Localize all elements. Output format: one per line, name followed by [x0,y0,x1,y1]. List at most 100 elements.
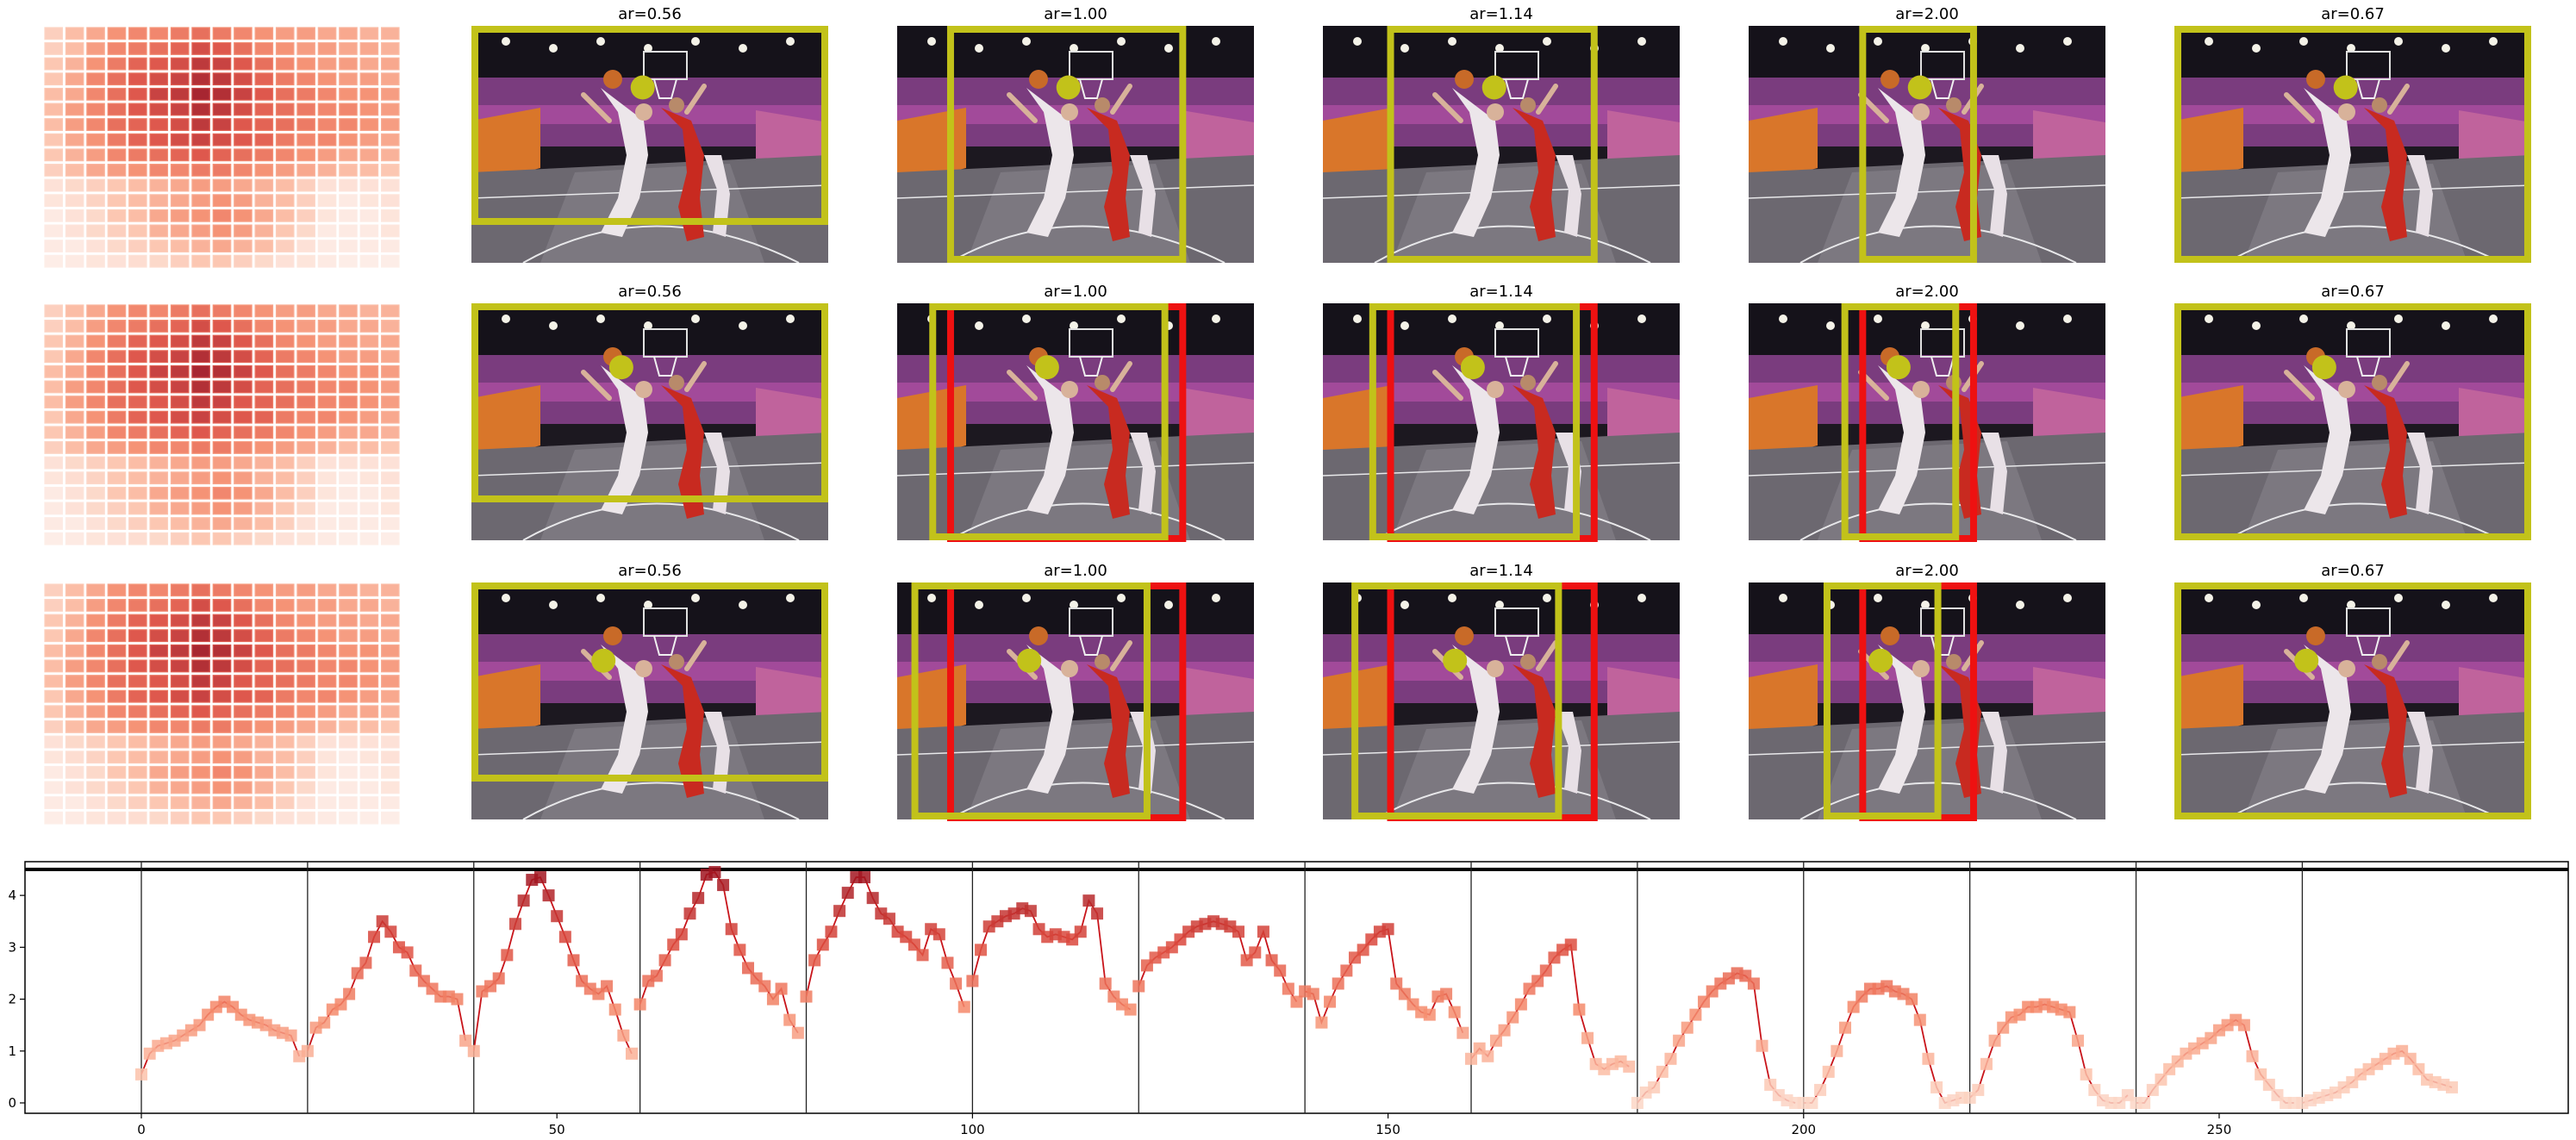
data-point [2412,1062,2425,1075]
data-point [368,931,381,944]
heat-cell [339,133,358,146]
arena-light [2394,315,2403,323]
player-red [661,108,704,241]
player-red-head [1520,654,1536,670]
data-point [567,954,580,967]
heat-cell [86,501,105,515]
heat-cell [317,42,337,55]
heat-cell [234,720,253,733]
player-white-head [635,381,652,398]
orange-seats-left [2174,664,2243,742]
heat-cell [149,396,169,408]
data-point [359,956,372,969]
data-point [742,962,755,975]
heat-cell [359,675,379,688]
heat-cell [128,254,147,268]
heat-cell [317,517,337,530]
heat-cell [296,751,315,764]
heat-cell [275,133,295,146]
heat-cell [44,501,64,515]
arena-light [2252,44,2261,53]
heat-cell [170,501,190,515]
arena-light [2394,594,2403,602]
heat-cell [44,57,64,71]
heat-cell [86,304,105,318]
data-point [866,892,879,905]
heat-cell [107,501,127,515]
heat-cell [86,209,105,222]
heat-cell [128,42,147,55]
orange-seats-left [471,664,540,742]
heat-cell [359,614,379,627]
data-point [775,982,788,995]
heat-cell [107,164,127,177]
heat-cell [86,532,105,545]
heat-cell [339,396,358,408]
heat-cell [170,720,190,733]
data-point [1514,998,1527,1011]
heat-cell [149,486,169,500]
heat-cell [191,781,210,794]
heat-cell [170,103,190,116]
data-point [459,1034,472,1047]
heat-cell [212,178,232,192]
arena-light [1637,37,1646,46]
heat-cell [128,148,147,162]
heat-cell [359,133,379,146]
heat-cell [191,735,210,749]
data-point [683,907,696,920]
heat-cell [44,350,64,364]
data-point [2080,1068,2093,1081]
heat-cell [65,87,84,101]
box-overlay [1387,26,1598,263]
heat-cell [359,765,379,779]
court-arc [2225,782,2503,819]
heat-cell [191,396,210,408]
heat-cell [359,320,379,333]
heat-cell [212,644,232,657]
heat-cell [275,194,295,208]
player-white-head [1061,381,1078,398]
orange-seats-left [2174,385,2243,463]
heat-cell [296,486,315,500]
basketball [1881,70,1899,89]
arena-light [739,321,747,330]
heat-cell [380,380,400,394]
heat-cell [254,87,274,101]
heat-cell [107,396,127,408]
heat-cell [107,765,127,779]
heat-cell [254,396,274,408]
heat-cell [317,224,337,238]
data-point [1481,1050,1494,1062]
heat-cell [149,659,169,673]
heat-cell [128,364,147,378]
heat-cell [44,118,64,131]
data-point [1689,1008,1702,1021]
heat-cell [359,532,379,545]
heat-cell [254,410,274,424]
court-arc [2225,225,2503,263]
heat-cell [107,304,127,318]
data-point [675,928,688,941]
player-white-head [2338,660,2355,677]
heat-cell [234,689,253,703]
heat-cell [296,629,315,643]
heat-cell [44,133,64,146]
heat-cell [254,765,274,779]
heat-cell [254,320,274,333]
arena-light [2299,315,2308,323]
heat-cell [380,320,400,333]
heat-cell [149,811,169,825]
court-arc [1799,225,2077,263]
heat-cell [128,532,147,545]
heat-cell [107,689,127,703]
heat-cell [339,72,358,86]
data-point [950,977,963,990]
data-point [1806,1096,1818,1109]
heat-cell [380,517,400,530]
image-panel: ar=1.00 [897,562,1254,821]
heat-cell [212,224,232,238]
heat-cell [254,42,274,55]
heat-cell [44,517,64,530]
heat-cell [44,456,64,470]
